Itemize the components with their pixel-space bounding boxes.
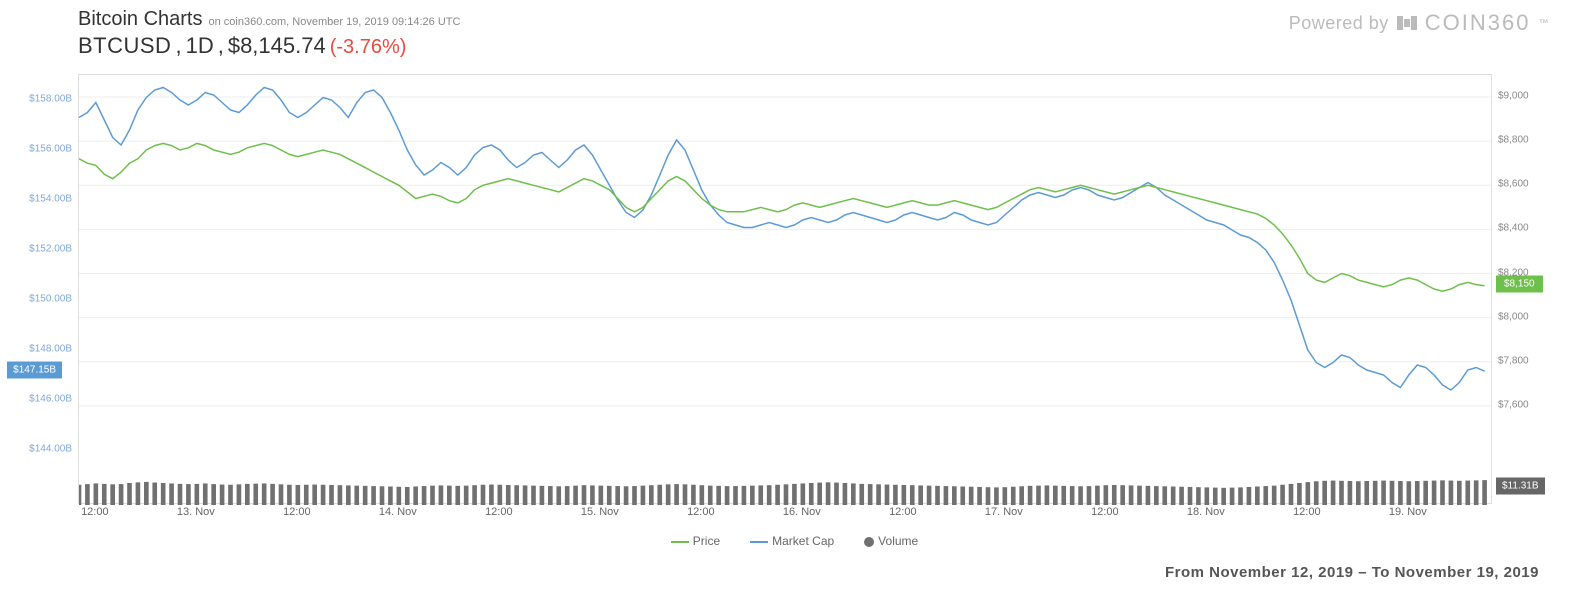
left-tick: $148.00B	[29, 344, 72, 355]
x-tick: 17. Nov	[985, 506, 1023, 518]
x-axis: 12:00 13. Nov 12:00 14. Nov 12:00 15. Nov 12:0…	[78, 506, 1492, 526]
page-subtitle: on coin360.com, November 19, 2019 09:14:…	[209, 16, 461, 28]
x-tick: 15. Nov	[581, 506, 619, 518]
right-tick: $9,000	[1498, 91, 1529, 102]
legend: Price Market Cap Volume	[0, 534, 1579, 548]
x-tick: 12:00	[1293, 506, 1321, 518]
sep: ,	[218, 33, 224, 59]
powered-label: Powered by	[1289, 13, 1389, 34]
last-price: $8,145.74	[228, 33, 326, 59]
right-tick: $7,600	[1498, 399, 1529, 410]
left-tick: $150.00B	[29, 294, 72, 305]
volume-current-badge: $11.31B	[1496, 478, 1545, 495]
right-tick: $8,800	[1498, 135, 1529, 146]
powered-by: Powered by COIN360 ™	[1289, 10, 1549, 36]
x-tick: 19. Nov	[1389, 506, 1427, 518]
x-tick: 12:00	[81, 506, 109, 518]
right-tick: $8,600	[1498, 179, 1529, 190]
legend-item[interactable]: Market Cap	[740, 534, 834, 548]
price-current-badge: $8,150	[1496, 275, 1543, 292]
left-tick: $152.00B	[29, 244, 72, 255]
x-tick: 12:00	[1091, 506, 1119, 518]
chart-area[interactable]	[78, 74, 1492, 504]
legend-item[interactable]: Price	[661, 534, 720, 548]
x-tick: 12:00	[283, 506, 311, 518]
interval: 1D	[186, 33, 214, 59]
left-tick: $154.00B	[29, 194, 72, 205]
date-range: From November 12, 2019 – To November 19,…	[1165, 564, 1539, 581]
right-tick: $8,400	[1498, 223, 1529, 234]
sep: ,	[175, 33, 181, 59]
chart-svg	[79, 75, 1493, 505]
tm-symbol: ™	[1539, 18, 1550, 29]
x-tick: 18. Nov	[1187, 506, 1225, 518]
left-tick: $144.00B	[29, 444, 72, 455]
marketcap-current-badge: $147.15B	[7, 362, 62, 379]
x-tick: 16. Nov	[783, 506, 821, 518]
left-tick: $158.00B	[29, 94, 72, 105]
right-tick: $7,800	[1498, 355, 1529, 366]
brand-name: COIN360	[1425, 10, 1531, 36]
legend-item[interactable]: Volume	[854, 534, 918, 548]
right-axis: $9,000$8,800$8,600$8,400$8,200$8,000$7,8…	[1494, 74, 1574, 504]
page-title: Bitcoin Charts	[78, 8, 203, 31]
right-tick: $8,000	[1498, 311, 1529, 322]
left-tick: $146.00B	[29, 394, 72, 405]
left-tick: $156.00B	[29, 144, 72, 155]
x-tick: 13. Nov	[177, 506, 215, 518]
left-axis: $158.00B $156.00B $154.00B $152.00B $150.00B…	[0, 74, 76, 504]
x-tick: 12:00	[485, 506, 513, 518]
price-change: (-3.76%)	[330, 36, 407, 59]
x-tick: 12:00	[687, 506, 715, 518]
x-tick: 12:00	[889, 506, 917, 518]
x-tick: 14. Nov	[379, 506, 417, 518]
coin360-logo-icon	[1397, 16, 1417, 30]
pair-symbol: BTCUSD	[78, 33, 171, 59]
